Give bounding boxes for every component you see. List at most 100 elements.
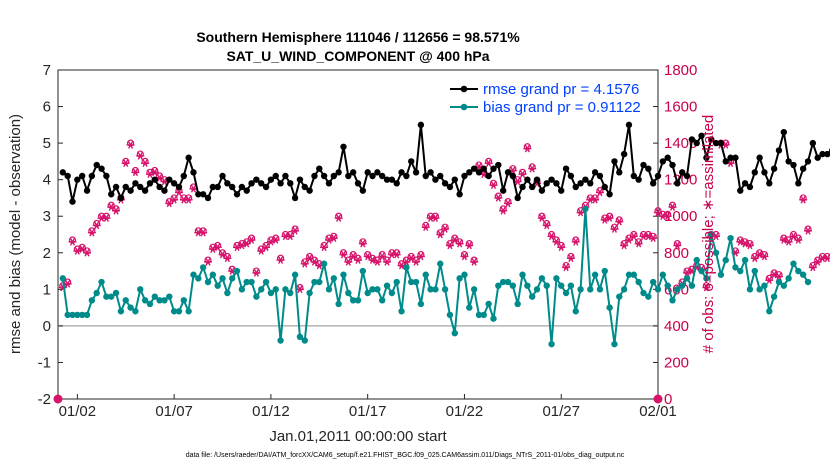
rmse-point — [146, 180, 154, 187]
obs-assimilated-marker — [591, 195, 600, 204]
obs-assimilated-marker — [610, 225, 619, 233]
bias-point — [398, 308, 405, 315]
x-tick-label: 01/02 — [59, 403, 97, 420]
rmse-point — [345, 172, 352, 180]
bias-point — [166, 293, 173, 300]
bias-point — [475, 311, 483, 319]
rmse-point — [306, 187, 313, 194]
rmse-point — [74, 176, 81, 183]
obs-assimilated-marker — [276, 256, 285, 264]
bias-point — [175, 308, 183, 315]
y-tick-label: 6 — [43, 99, 51, 116]
rmse-point — [722, 158, 729, 165]
obs-assimilated-marker — [78, 245, 87, 253]
bias-point — [238, 286, 246, 293]
obs-assimilated-marker — [165, 199, 174, 208]
rmse-point — [674, 180, 681, 187]
left-axis: -2 -1 0 1 2 3 4 5 6 7 — [38, 62, 63, 408]
bias-point — [606, 304, 613, 311]
rmse-point — [693, 139, 700, 147]
obs-assimilated-marker — [450, 236, 459, 244]
rmse-point — [354, 180, 362, 187]
bias-point — [151, 293, 158, 300]
obs-assimilated-marker — [223, 254, 232, 263]
legend-bias-marker — [460, 103, 468, 111]
bias-point — [451, 330, 458, 337]
obs-assimilated-marker — [373, 258, 382, 266]
x-tick-label: 01/27 — [542, 403, 580, 420]
bias-point — [335, 300, 342, 308]
obs-assimilated-marker — [218, 250, 227, 259]
obs-assimilated-marker — [305, 254, 314, 263]
bias-point — [108, 293, 115, 300]
rmse-point — [737, 187, 744, 194]
obs-assimilated-marker — [455, 239, 464, 248]
rmse-point — [640, 161, 647, 169]
bias-point — [127, 304, 134, 311]
obs-assimilated-marker — [629, 232, 638, 241]
obs-assimilated-marker — [605, 214, 614, 222]
obs-assimilated-marker — [407, 254, 416, 263]
rmse-point — [364, 169, 371, 176]
obs-assimilated-marker — [784, 237, 793, 246]
rmse-point — [398, 169, 405, 176]
obs-assimilated-marker — [63, 280, 72, 288]
obs-assimilated-marker — [823, 254, 830, 263]
bias-point — [495, 282, 502, 289]
bias-point — [732, 264, 739, 271]
rmse-point — [277, 180, 284, 187]
footer-data-file: data file: /Users/raeder/DAI/ATM_forcXX/… — [186, 452, 625, 459]
bias-point — [770, 293, 778, 300]
bias-point — [170, 308, 178, 315]
y-tick-label: 5 — [43, 135, 51, 152]
bias-point — [204, 278, 212, 286]
rmse-point — [282, 172, 289, 180]
rmse-point — [417, 121, 425, 129]
x-tick-label: 01/12 — [252, 403, 290, 420]
bias-point — [209, 271, 217, 278]
rmse-point — [770, 165, 778, 172]
bias-point — [388, 289, 396, 297]
rmse-point — [548, 176, 555, 183]
rmse-point — [775, 147, 783, 154]
rmse-point — [611, 158, 618, 165]
bias-point — [741, 256, 749, 264]
bias-point — [132, 308, 139, 315]
rmse-point — [335, 169, 342, 176]
bias-point — [766, 308, 773, 315]
rmse-point — [558, 187, 565, 194]
rmse-point — [819, 150, 826, 158]
bias-point — [582, 205, 589, 213]
rmse-point — [587, 180, 594, 187]
bias-point — [224, 289, 231, 297]
rmse-point — [567, 172, 575, 180]
rmse-point — [553, 180, 560, 187]
rmse-point — [93, 161, 100, 169]
rmse-point — [190, 169, 197, 176]
bias-point — [514, 300, 521, 308]
rmse-point — [620, 150, 628, 158]
bias-point — [233, 267, 241, 275]
rmse-point — [432, 176, 439, 183]
bias-point — [219, 275, 226, 282]
bias-point — [383, 282, 391, 289]
obs-assimilated-marker — [528, 164, 537, 173]
rmse-point — [311, 172, 318, 180]
bias-point — [364, 289, 371, 297]
bias-point — [282, 286, 289, 293]
bias-point — [272, 286, 279, 293]
bias-point — [228, 275, 236, 282]
obs-assimilated-marker — [436, 230, 445, 239]
rmse-point — [451, 176, 458, 183]
bias-point — [74, 311, 81, 319]
obs-assimilated-marker — [291, 227, 300, 235]
rmse-point — [156, 183, 163, 191]
bias-point — [340, 271, 347, 278]
bias-point — [737, 267, 744, 275]
rmse-point — [412, 169, 420, 176]
y-axis-label: rmse and bias (model - observation) — [7, 114, 24, 354]
y-tick-label: 0 — [43, 318, 51, 335]
rmse-point — [799, 165, 807, 172]
obs-assimilated-marker — [445, 241, 454, 250]
y-tick-label: 2 — [43, 245, 51, 262]
